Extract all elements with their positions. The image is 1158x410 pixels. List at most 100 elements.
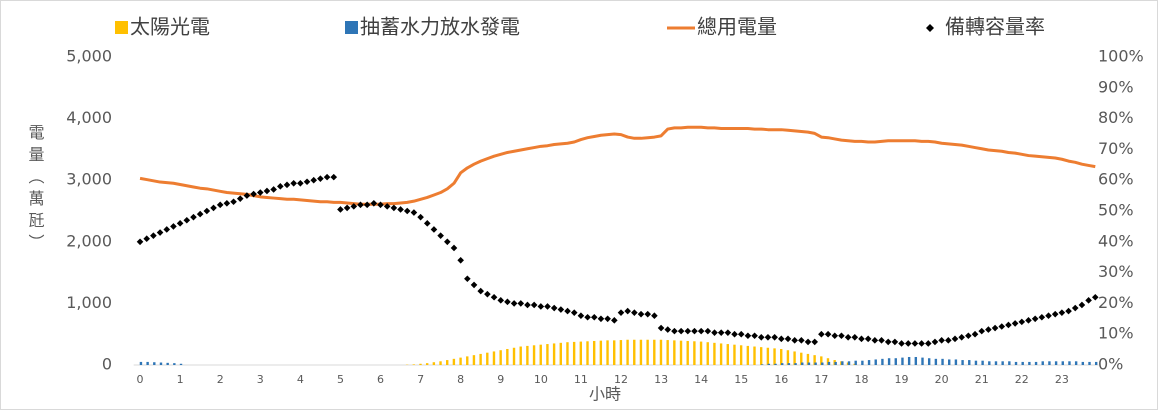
bar xyxy=(786,350,790,365)
bar xyxy=(1034,361,1038,365)
x-tick-label: 22 xyxy=(1015,373,1029,386)
point xyxy=(330,173,338,181)
y-tick-label: 4,000 xyxy=(66,108,112,127)
point xyxy=(878,337,885,344)
point xyxy=(1051,310,1059,318)
line xyxy=(139,125,1096,206)
point xyxy=(303,178,311,186)
point xyxy=(971,330,979,338)
bar xyxy=(1068,361,1071,365)
bar xyxy=(1041,361,1044,365)
y-tick-label: 2,000 xyxy=(66,231,112,250)
y-tick-label: 3,000 xyxy=(66,170,112,189)
bar xyxy=(1001,361,1004,365)
y2-tick-label: 30% xyxy=(1098,262,1134,281)
bar xyxy=(713,342,716,365)
bar xyxy=(459,357,462,365)
point xyxy=(490,293,498,301)
point xyxy=(430,226,438,233)
point xyxy=(350,203,358,210)
point xyxy=(444,238,451,246)
bar xyxy=(914,356,918,365)
bar xyxy=(466,356,469,365)
point xyxy=(1005,321,1012,329)
point xyxy=(216,201,224,209)
point xyxy=(651,312,658,320)
point xyxy=(978,327,986,335)
bar xyxy=(1028,361,1031,365)
bar xyxy=(166,362,169,365)
point xyxy=(844,333,852,341)
bar xyxy=(419,363,422,365)
y2-tick-label: 60% xyxy=(1098,170,1134,189)
point xyxy=(1091,293,1099,301)
x-tick-label: 2 xyxy=(217,373,224,386)
bar xyxy=(492,351,496,365)
legend-label: 備轉容量率 xyxy=(945,15,1045,39)
bar xyxy=(452,358,456,365)
point xyxy=(904,340,912,347)
point xyxy=(871,337,879,344)
point xyxy=(323,173,331,181)
bar xyxy=(606,340,609,365)
x-tick-label: 13 xyxy=(654,373,668,386)
bar xyxy=(948,359,951,365)
x-tick-label: 20 xyxy=(935,373,949,386)
bar xyxy=(934,358,938,365)
point xyxy=(831,332,839,340)
point xyxy=(1071,304,1079,312)
bar xyxy=(780,348,783,365)
bar xyxy=(472,355,476,365)
point xyxy=(363,201,371,209)
point xyxy=(1031,315,1039,323)
bar xyxy=(826,358,830,365)
y2-tick-label: 70% xyxy=(1098,139,1134,158)
bar xyxy=(801,362,804,365)
point xyxy=(457,256,464,264)
point xyxy=(751,332,758,340)
bar xyxy=(887,358,891,365)
point xyxy=(544,303,551,310)
point xyxy=(918,340,925,347)
bar xyxy=(753,346,756,365)
point xyxy=(671,327,678,335)
bar xyxy=(834,361,837,365)
bar xyxy=(781,363,784,365)
point xyxy=(470,281,478,289)
point xyxy=(717,329,725,336)
bar xyxy=(139,361,143,365)
point xyxy=(510,300,518,307)
point xyxy=(1085,297,1092,304)
bar xyxy=(499,350,502,365)
y2-tick-label: 20% xyxy=(1098,293,1134,312)
bar xyxy=(954,359,958,365)
bar xyxy=(1061,361,1064,365)
point xyxy=(951,335,959,343)
point xyxy=(243,192,251,199)
bar xyxy=(1054,361,1058,365)
x-tick-label: 10 xyxy=(534,373,548,386)
bar xyxy=(425,363,429,365)
bar xyxy=(861,360,864,365)
bar xyxy=(968,360,971,365)
x-tick-label: 6 xyxy=(377,373,384,386)
point xyxy=(704,327,712,335)
point xyxy=(691,327,698,335)
point xyxy=(270,186,277,193)
point xyxy=(724,329,732,336)
bar xyxy=(479,353,482,365)
bar xyxy=(432,362,436,365)
bar xyxy=(927,358,931,365)
point xyxy=(464,275,471,283)
bar xyxy=(901,357,904,365)
bar xyxy=(1008,361,1011,365)
y2-tick-label: 40% xyxy=(1098,231,1134,250)
point xyxy=(150,232,157,239)
bar xyxy=(412,364,416,365)
bar xyxy=(841,361,844,365)
bar xyxy=(559,342,562,365)
x-tick-label: 16 xyxy=(774,373,788,386)
bar xyxy=(552,343,556,365)
point xyxy=(991,324,999,332)
bar xyxy=(994,361,998,365)
